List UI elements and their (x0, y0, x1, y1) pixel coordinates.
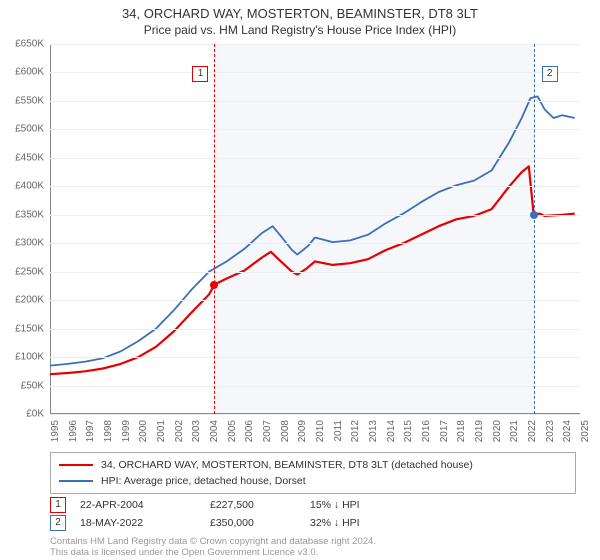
sale-price: £350,000 (210, 517, 310, 529)
y-tick-label: £550K (15, 95, 44, 106)
x-tick-label: 2021 (509, 420, 520, 442)
y-tick-label: £600K (15, 67, 44, 78)
sale-date: 18-MAY-2022 (80, 517, 210, 529)
sale-price: £227,500 (210, 499, 310, 511)
y-tick-label: £350K (15, 209, 44, 220)
legend-swatch (59, 480, 93, 482)
legend-label: 34, ORCHARD WAY, MOSTERTON, BEAMINSTER, … (101, 459, 473, 471)
y-tick-label: £50K (21, 380, 44, 391)
x-tick-label: 2023 (545, 420, 556, 442)
chart-svg (50, 44, 580, 414)
sale-row-badge: 1 (50, 497, 66, 513)
x-tick-label: 2000 (138, 420, 149, 442)
x-tick-label: 2007 (262, 420, 273, 442)
sale-diff: 15% ↓ HPI (310, 499, 410, 511)
legend-row: 34, ORCHARD WAY, MOSTERTON, BEAMINSTER, … (59, 457, 567, 473)
sale-row-badge: 2 (50, 515, 66, 531)
x-tick-label: 2013 (368, 420, 379, 442)
sale-vline (534, 44, 535, 414)
x-tick-label: 1999 (121, 420, 132, 442)
sale-marker-badge: 1 (192, 66, 208, 82)
chart-container: 34, ORCHARD WAY, MOSTERTON, BEAMINSTER, … (0, 0, 600, 560)
grid-line (50, 186, 580, 187)
grid-line (50, 329, 580, 330)
grid-line (50, 386, 580, 387)
x-tick-label: 2009 (297, 420, 308, 442)
x-tick-label: 2012 (350, 420, 361, 442)
series-hpi (50, 96, 575, 365)
legend-label: HPI: Average price, detached house, Dors… (101, 475, 306, 487)
grid-line (50, 272, 580, 273)
chart-subtitle: Price paid vs. HM Land Registry's House … (0, 21, 600, 41)
x-tick-label: 2010 (315, 420, 326, 442)
y-tick-label: £500K (15, 124, 44, 135)
x-axis: 1995 1996 1997 1998 1999 2000 2001 2002 2003 2004… (50, 414, 580, 454)
x-tick-label: 2025 (580, 420, 591, 442)
y-tick-label: £200K (15, 295, 44, 306)
x-tick-label: 2022 (527, 420, 538, 442)
sale-row: 2 18-MAY-2022£350,00032% ↓ HPI (50, 514, 570, 532)
sale-date: 22-APR-2004 (80, 499, 210, 511)
x-tick-label: 2017 (439, 420, 450, 442)
x-tick-label: 1997 (85, 420, 96, 442)
grid-line (50, 44, 580, 45)
footnote-line2: This data is licensed under the Open Gov… (50, 547, 318, 558)
x-tick-label: 2020 (492, 420, 503, 442)
y-tick-label: £650K (15, 39, 44, 50)
x-tick-label: 1998 (103, 420, 114, 442)
x-tick-label: 2004 (209, 420, 220, 442)
plot-area: 12 (50, 44, 580, 414)
y-axis: £0K£50K£100K£150K£200K£250K£300K£350K£40… (0, 44, 48, 414)
footnote-line1: Contains HM Land Registry data © Crown c… (50, 536, 376, 547)
grid-line (50, 72, 580, 73)
x-tick-label: 2016 (421, 420, 432, 442)
x-tick-label: 1996 (68, 420, 79, 442)
x-tick-label: 2006 (244, 420, 255, 442)
y-tick-label: £300K (15, 238, 44, 249)
chart-title: 34, ORCHARD WAY, MOSTERTON, BEAMINSTER, … (0, 0, 600, 21)
x-tick-label: 2008 (280, 420, 291, 442)
x-tick-label: 2015 (403, 420, 414, 442)
legend-row: HPI: Average price, detached house, Dors… (59, 473, 567, 489)
x-tick-label: 2011 (333, 420, 344, 442)
sales-table: 1 22-APR-2004£227,50015% ↓ HPI 2 18-MAY-202… (50, 496, 570, 532)
y-tick-label: £250K (15, 266, 44, 277)
sale-dot (530, 211, 538, 219)
sale-row: 1 22-APR-2004£227,50015% ↓ HPI (50, 496, 570, 514)
x-tick-label: 2001 (156, 420, 167, 442)
grid-line (50, 243, 580, 244)
y-tick-label: £450K (15, 152, 44, 163)
y-tick-label: £150K (15, 323, 44, 334)
y-tick-label: £0K (26, 409, 44, 420)
x-tick-label: 2018 (456, 420, 467, 442)
grid-line (50, 357, 580, 358)
x-tick-label: 2003 (191, 420, 202, 442)
grid-line (50, 129, 580, 130)
x-tick-label: 2002 (174, 420, 185, 442)
x-tick-label: 2014 (386, 420, 397, 442)
legend-box: 34, ORCHARD WAY, MOSTERTON, BEAMINSTER, … (50, 452, 576, 494)
sale-marker-badge: 2 (542, 66, 558, 82)
sale-diff: 32% ↓ HPI (310, 517, 410, 529)
grid-line (50, 300, 580, 301)
y-tick-label: £400K (15, 181, 44, 192)
sale-vline (214, 44, 215, 414)
x-tick-label: 2019 (474, 420, 485, 442)
grid-line (50, 215, 580, 216)
x-tick-label: 2024 (562, 420, 573, 442)
grid-line (50, 158, 580, 159)
legend-swatch (59, 464, 93, 466)
x-tick-label: 2005 (227, 420, 238, 442)
footnote: Contains HM Land Registry data © Crown c… (50, 536, 376, 558)
x-tick-label: 1995 (50, 420, 61, 442)
y-tick-label: £100K (15, 352, 44, 363)
grid-line (50, 101, 580, 102)
series-property (50, 166, 575, 374)
